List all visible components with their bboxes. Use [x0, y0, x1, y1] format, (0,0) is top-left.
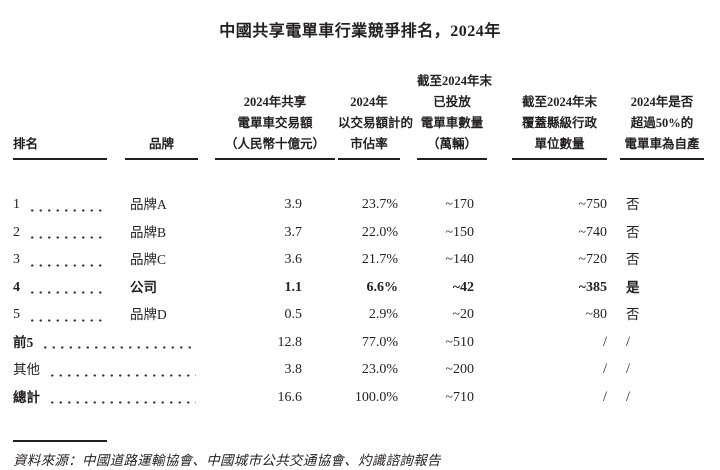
market-share-value: 2.9% — [368, 307, 398, 322]
header-market-share: 2024年 以交易額計的 市佔率 — [338, 92, 413, 160]
header-brand: 品牌 — [125, 134, 198, 160]
leader-dots — [38, 328, 196, 356]
table-row: 2 品牌B 3.7 22.0% ~150 ~740 否 — [13, 218, 708, 246]
leader-dots — [25, 301, 105, 329]
gmv-value: 16.6 — [277, 389, 303, 405]
rank-number: 1 — [13, 197, 20, 212]
county-value: ~750 — [578, 197, 607, 212]
fleet-value: ~140 — [445, 252, 474, 267]
leader-dots — [25, 273, 105, 301]
not-applicable-slash: / — [602, 388, 607, 405]
source-note: 資料來源：中國道路運輸協會、中國城市公共交通協會、灼識諮詢報告 — [13, 453, 441, 468]
rank-number: 3 — [13, 252, 20, 267]
inhouse-value: 否 — [626, 197, 640, 212]
table-row: 3 品牌C 3.6 21.7% ~140 ~720 否 — [13, 246, 708, 274]
inhouse-value: 否 — [626, 307, 640, 322]
brand-name: 品牌A — [130, 197, 167, 212]
header-fleet-size: 截至2024年末 已投放 電單車數量 （萬輛） — [417, 71, 492, 160]
summary-row-top5: 前5 12.8 77.0% ~510 / / — [13, 328, 708, 356]
summary-row-others: 其他 3.8 23.0% ~200 / / — [13, 356, 708, 384]
table-row: 5 品牌D 0.5 2.9% ~20 ~80 否 — [13, 301, 708, 329]
table-header-row: 排名 品牌 2024年共享 電單車交易額 （人民幣十億元） 2024年 以交易額… — [13, 71, 708, 160]
market-share-value: 21.7% — [361, 252, 398, 267]
inhouse-value: 否 — [626, 224, 640, 240]
leader-dots — [25, 218, 105, 246]
rank-number: 4 — [13, 279, 20, 295]
gmv-value: 3.8 — [284, 362, 303, 377]
gmv-value: 3.7 — [284, 224, 303, 240]
brand-name: 品牌B — [130, 224, 167, 240]
county-value: ~720 — [578, 252, 607, 267]
rank-number: 2 — [13, 224, 20, 240]
market-share-value: 100.0% — [354, 389, 398, 405]
county-value: ~385 — [578, 279, 607, 295]
fleet-value: ~510 — [445, 334, 474, 350]
brand-name: 公司 — [130, 279, 157, 295]
header-county-coverage: 截至2024年末 覆蓋縣級行政 單位數量 — [512, 92, 607, 160]
fleet-value: ~150 — [445, 224, 474, 240]
gmv-value: 12.8 — [277, 334, 303, 350]
header-gmv: 2024年共享 電單車交易額 （人民幣十億元） — [215, 92, 335, 160]
leader-dots — [45, 356, 196, 384]
rank-number: 5 — [13, 307, 20, 322]
gmv-value: 0.5 — [284, 307, 303, 322]
table-row-company: 4 公司 1.1 6.6% ~42 ~385 是 — [13, 273, 708, 301]
county-value: ~740 — [578, 224, 607, 240]
fleet-value: ~200 — [445, 362, 474, 377]
table-body: 1 品牌A 3.9 23.7% ~170 ~750 否 2 品牌B 3.7 22… — [13, 191, 708, 411]
not-applicable-slash: / — [602, 361, 607, 377]
competition-table: 排名 品牌 2024年共享 電單車交易額 （人民幣十億元） 2024年 以交易額… — [13, 71, 708, 411]
brand-name: 品牌C — [130, 252, 167, 267]
page-title: 中國共享電單車行業競爭排名，2024年 — [219, 23, 501, 40]
county-value: ~80 — [585, 307, 607, 322]
gmv-value: 3.9 — [284, 197, 303, 212]
market-share-value: 6.6% — [366, 279, 399, 295]
leader-dots — [25, 191, 105, 219]
market-share-value: 23.0% — [361, 362, 398, 377]
not-applicable-slash: / — [626, 388, 631, 405]
inhouse-value: 否 — [626, 252, 640, 267]
summary-label: 總計 — [13, 389, 40, 405]
not-applicable-slash: / — [626, 333, 631, 350]
summary-label: 前5 — [13, 334, 34, 350]
brand-name: 品牌D — [130, 307, 167, 322]
header-rank: 排名 — [13, 134, 107, 160]
market-share-value: 23.7% — [361, 197, 398, 212]
leader-dots — [45, 383, 196, 411]
header-inhouse-production: 2024年是否 超過50%的 電單車為自產 — [620, 92, 704, 160]
market-share-value: 22.0% — [361, 224, 398, 240]
market-share-value: 77.0% — [361, 334, 398, 350]
footnote-rule — [13, 440, 107, 442]
table-row: 1 品牌A 3.9 23.7% ~170 ~750 否 — [13, 191, 708, 219]
summary-row-total: 總計 16.6 100.0% ~710 / / — [13, 383, 708, 411]
fleet-value: ~42 — [452, 279, 474, 295]
leader-dots — [25, 246, 105, 274]
inhouse-value: 是 — [626, 279, 640, 295]
summary-label: 其他 — [13, 362, 40, 377]
gmv-value: 3.6 — [284, 252, 303, 267]
gmv-value: 1.1 — [284, 279, 303, 295]
fleet-value: ~170 — [445, 197, 474, 212]
fleet-value: ~20 — [452, 307, 474, 322]
not-applicable-slash: / — [626, 361, 631, 377]
fleet-value: ~710 — [445, 389, 474, 405]
not-applicable-slash: / — [602, 333, 607, 350]
